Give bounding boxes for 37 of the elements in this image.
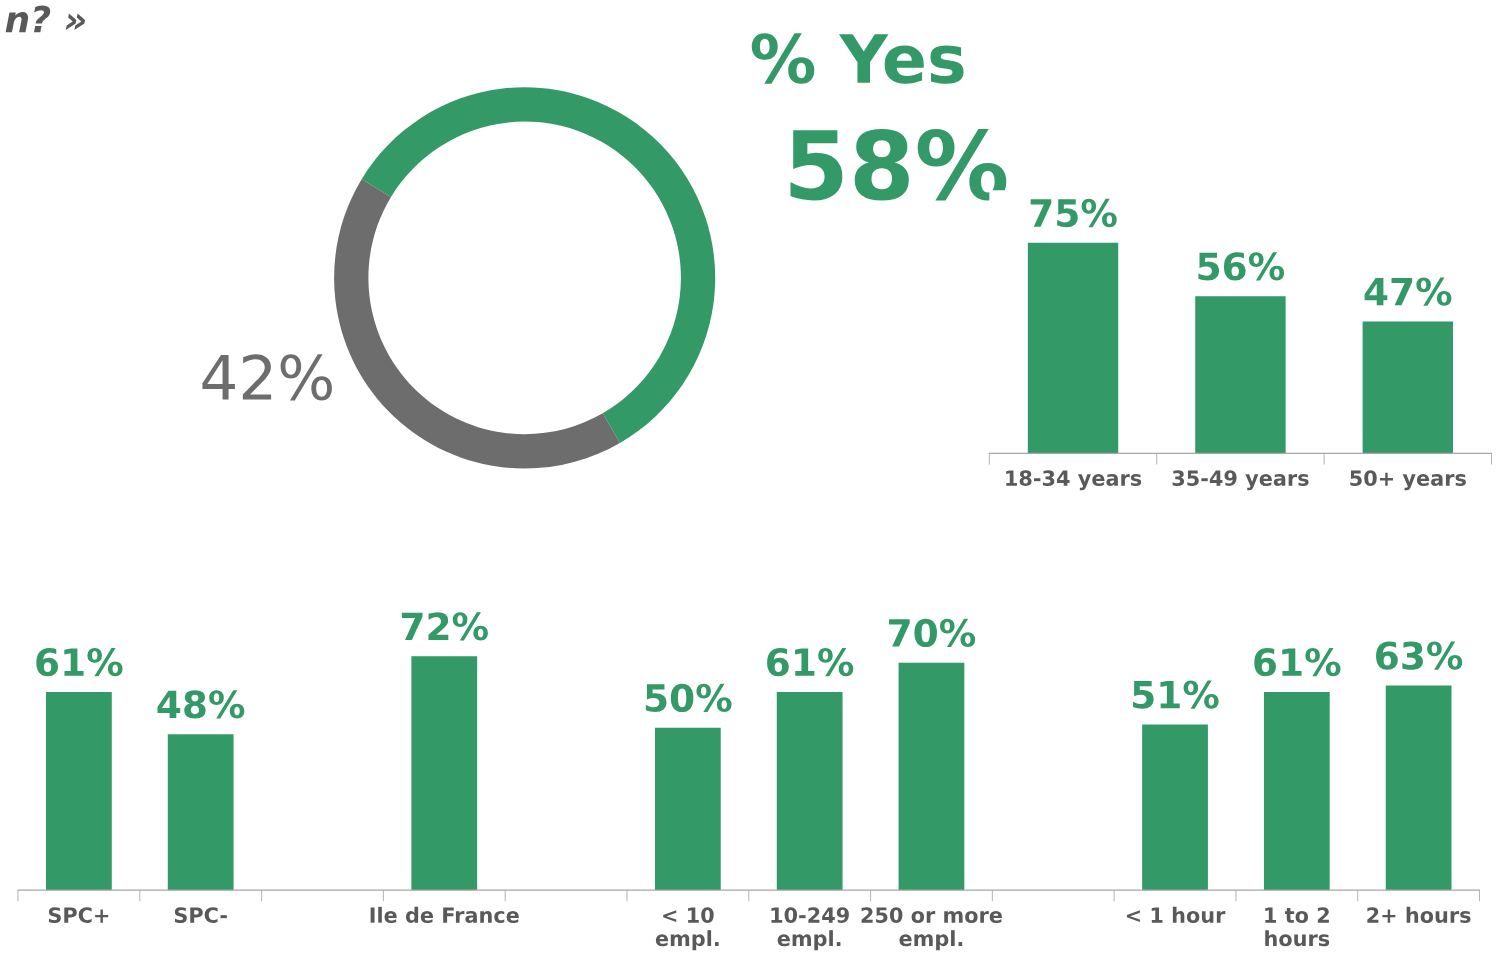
data-label: 58%: [790, 129, 1007, 201]
data-label: 50%: [645, 683, 732, 713]
bar: [411, 656, 478, 891]
x-tick-label: 2+ hours: [1367, 906, 1471, 923]
bar: [1385, 685, 1452, 891]
data-label: 70%: [889, 618, 976, 648]
chart-title: % Yes: [751, 33, 964, 84]
data-label: 51%: [1133, 680, 1219, 709]
data-label: 48%: [157, 690, 245, 719]
x-tick-label: 1 to 2 hours: [1265, 907, 1330, 947]
x-tick-label: < 10 empl.: [655, 907, 719, 951]
bar: [1263, 691, 1330, 891]
bar: [1142, 724, 1208, 891]
text: n? »: [5, 5, 85, 33]
bar: [654, 727, 721, 891]
bar: [46, 691, 112, 891]
x-tick-label: 18-34 years: [1006, 470, 1142, 491]
bar: [776, 691, 843, 891]
data-label: 42%: [202, 354, 332, 401]
x-tick-label: 35-49 years: [1172, 470, 1309, 491]
data-label: 61%: [1254, 647, 1341, 677]
x-tick-label: < 1 hour: [1126, 906, 1226, 923]
data-label: 75%: [1030, 198, 1117, 228]
data-label: 61%: [767, 647, 854, 677]
x-tick-label: SPC+: [48, 907, 109, 923]
bar: [167, 734, 234, 891]
data-label: 61%: [36, 647, 123, 677]
x-tick-label: 250 or more empl.: [861, 907, 1002, 951]
bar: [898, 662, 965, 891]
x-tick-label: Ile de France: [370, 906, 519, 923]
data-label: 47%: [1364, 277, 1452, 306]
data-label: 72%: [401, 612, 488, 641]
x-tick-label: 50+ years: [1350, 470, 1466, 491]
data-label: 63%: [1376, 641, 1463, 670]
x-tick-label: SPC-: [174, 907, 227, 923]
data-label: 56%: [1198, 252, 1285, 281]
x-tick-label: 10-249 empl.: [771, 907, 849, 951]
